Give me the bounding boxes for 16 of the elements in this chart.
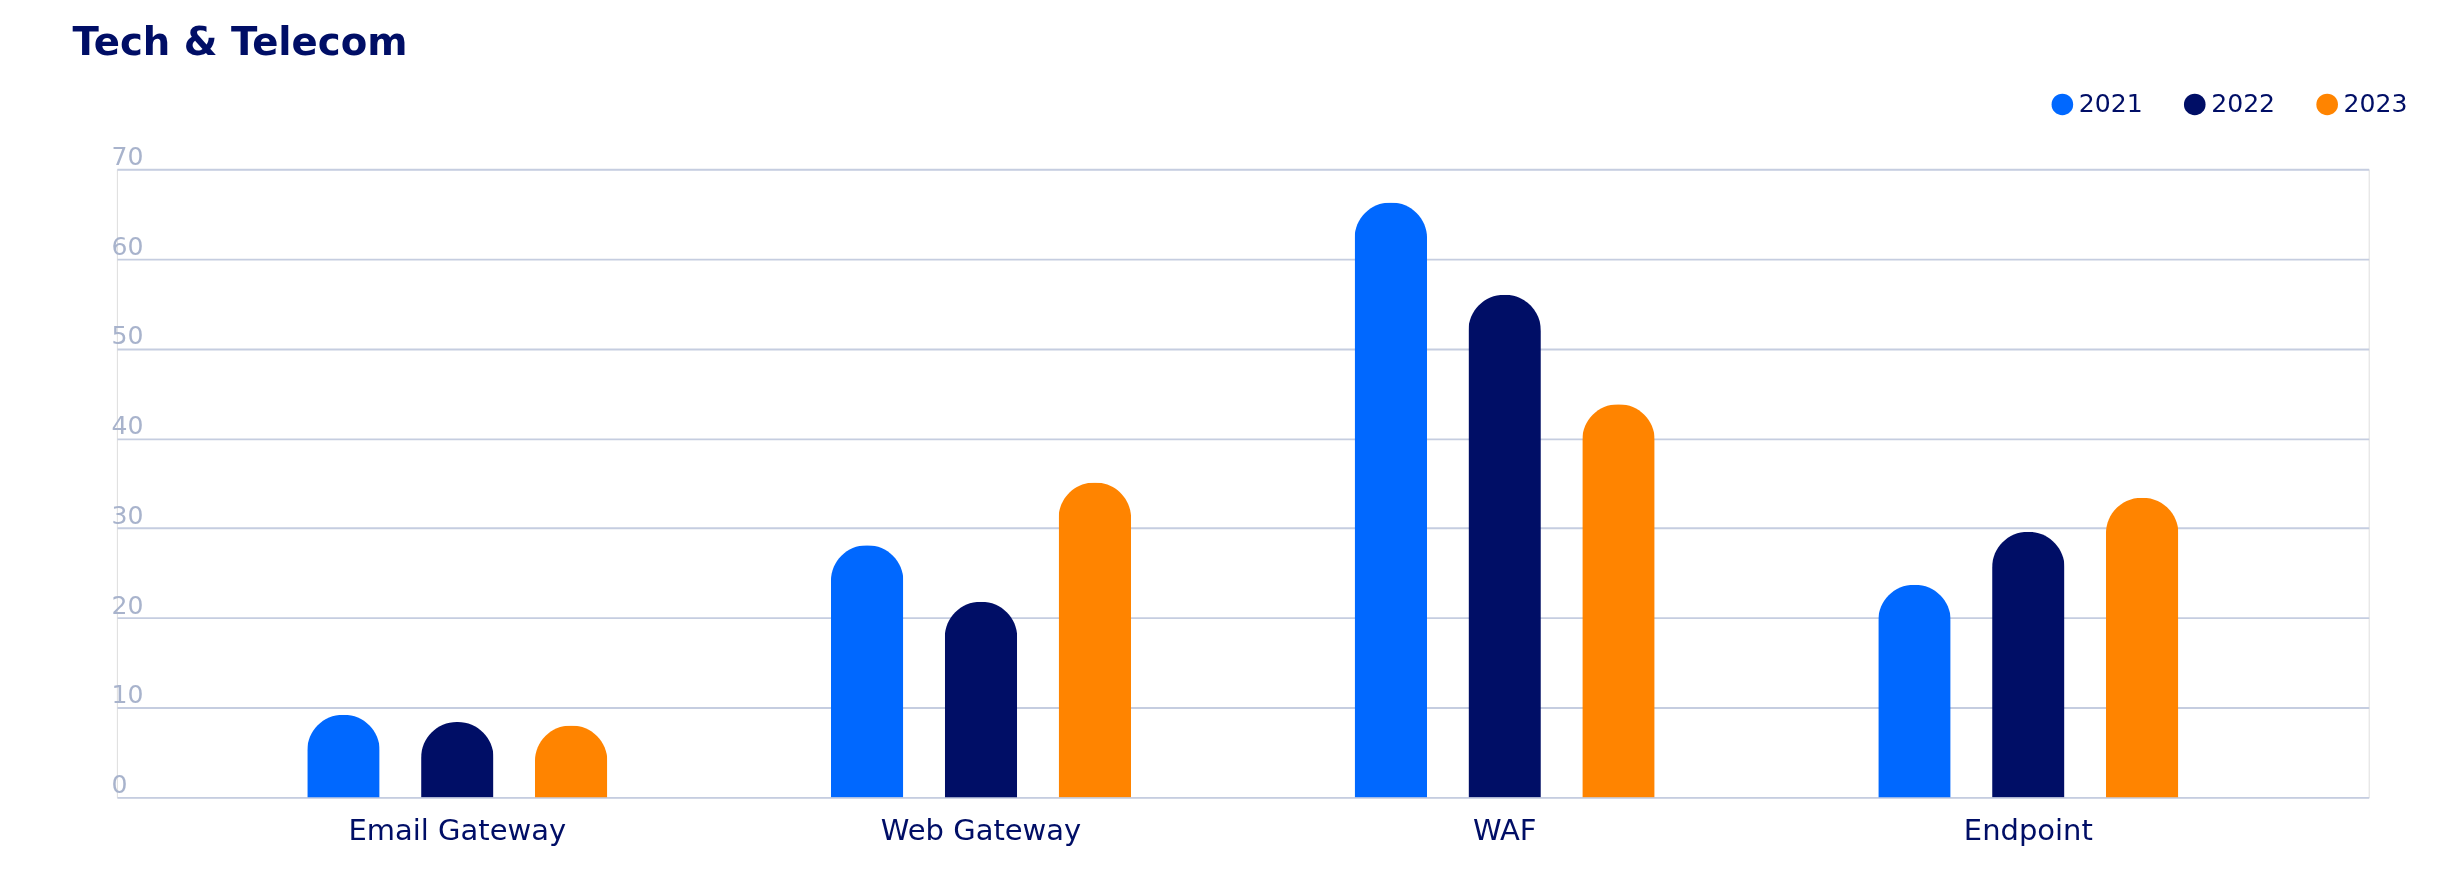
y-tick-label: 40 bbox=[111, 411, 144, 441]
legend-label: 2023 bbox=[2343, 89, 2408, 119]
y-tick-label: 0 bbox=[111, 770, 128, 800]
x-tick-label: Email Gateway bbox=[348, 813, 567, 848]
x-tick-label: Endpoint bbox=[1963, 813, 2093, 848]
y-tick-label: 70 bbox=[111, 141, 144, 171]
chart-title: Tech & Telecom bbox=[72, 19, 408, 65]
y-tick-label: 20 bbox=[111, 590, 144, 620]
x-tick-label: WAF bbox=[1472, 813, 1537, 848]
y-tick-label: 50 bbox=[111, 321, 144, 351]
legend-label: 2022 bbox=[2211, 89, 2276, 119]
x-tick-label: Web Gateway bbox=[880, 813, 1082, 848]
y-tick-label: 10 bbox=[111, 680, 144, 710]
legend-label: 2021 bbox=[2078, 89, 2143, 119]
y-tick-label: 30 bbox=[111, 500, 144, 530]
y-tick-label: 60 bbox=[111, 231, 144, 261]
